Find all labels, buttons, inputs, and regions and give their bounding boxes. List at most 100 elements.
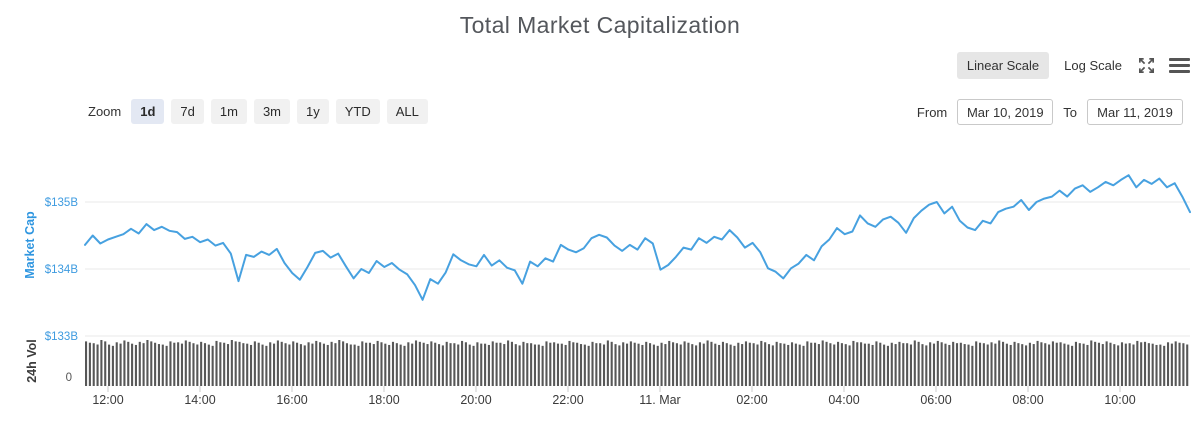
volume-bar <box>326 344 329 386</box>
market-cap-ytick-label: $135B <box>45 197 79 209</box>
volume-bar <box>203 343 207 386</box>
volume-bar <box>491 341 494 386</box>
volume-bar <box>986 344 989 386</box>
scale-toggle: Linear Scale Log Scale <box>956 52 1190 79</box>
volume-bar <box>292 341 295 386</box>
range-button-ALL[interactable]: ALL <box>386 99 428 124</box>
volume-bar <box>856 342 859 386</box>
volume-bar <box>833 344 836 386</box>
volume-bar <box>1090 340 1093 386</box>
volume-bar <box>196 344 199 386</box>
volume-bar <box>1117 345 1120 386</box>
range-button-1y[interactable]: 1y <box>297 99 329 124</box>
volume-bar <box>737 342 740 386</box>
volume-bar <box>349 344 352 386</box>
volume-bar <box>967 344 970 386</box>
volume-bar <box>587 345 590 386</box>
market-cap-line <box>84 174 1191 301</box>
log-scale-button[interactable]: Log Scale <box>1064 58 1122 73</box>
volume-bar <box>810 342 813 386</box>
volume-bar <box>395 343 398 386</box>
volume-bar <box>307 342 310 386</box>
volume-bar <box>748 342 751 386</box>
volume-bar <box>698 342 701 386</box>
volume-bar <box>464 342 467 386</box>
volume-bar <box>242 343 245 386</box>
expand-arrows-icon[interactable] <box>1137 56 1156 75</box>
volume-bar <box>518 345 521 386</box>
volume-bar <box>1067 344 1070 386</box>
hamburger-menu-icon[interactable] <box>1169 57 1190 74</box>
x-axis-label: 16:00 <box>276 393 307 407</box>
volume-bar <box>338 340 341 386</box>
volume-bar <box>1017 343 1020 386</box>
volume-bar <box>108 344 111 386</box>
volume-bar <box>718 344 721 386</box>
volume-bar <box>556 343 560 386</box>
volume-bar <box>641 344 644 386</box>
volume-bar <box>894 344 897 386</box>
volume-bar <box>978 342 982 386</box>
range-button-7d[interactable]: 7d <box>171 99 204 124</box>
volume-bar <box>299 344 302 386</box>
market-cap-ytick-label: $134B <box>45 264 79 276</box>
volume-bar <box>982 343 985 386</box>
volume-bar <box>391 341 395 386</box>
range-button-1d[interactable]: 1d <box>131 99 165 124</box>
x-axis-label: 22:00 <box>552 393 583 407</box>
volume-bar <box>92 343 95 386</box>
volume-bar <box>480 343 483 386</box>
volume-bar <box>1028 342 1031 386</box>
volume-bar <box>422 342 425 386</box>
volume-bar <box>806 341 809 386</box>
volume-bar <box>219 342 222 386</box>
from-date-input[interactable] <box>957 99 1054 125</box>
range-button-YTD[interactable]: YTD <box>335 99 380 124</box>
volume-bar <box>353 344 356 386</box>
volume-bar <box>1101 344 1104 386</box>
x-axis-label: 20:00 <box>460 393 491 407</box>
volume-bar <box>1048 344 1051 386</box>
volume-bar <box>246 343 249 386</box>
volume-bar <box>802 345 805 386</box>
volume-bar <box>764 342 767 386</box>
volume-bar <box>1178 342 1181 386</box>
volume-bar <box>1151 343 1154 386</box>
volume-bar <box>1147 343 1150 386</box>
volume-bar <box>522 341 525 386</box>
volume-bar <box>1002 341 1005 386</box>
volume-bar <box>414 340 418 386</box>
volume-bar <box>837 341 840 386</box>
volume-bar <box>131 343 134 386</box>
linear-scale-button[interactable]: Linear Scale <box>956 52 1050 79</box>
volume-bar <box>284 343 287 386</box>
volume-bar <box>955 343 959 386</box>
range-button-3m[interactable]: 3m <box>253 99 290 124</box>
volume-bar <box>388 344 391 386</box>
x-axis-label: 11. Mar <box>639 393 680 407</box>
volume-bar <box>223 342 226 386</box>
volume-bar <box>510 341 513 386</box>
volume-bar <box>1166 342 1170 386</box>
volume-bar <box>867 343 870 386</box>
volume-bar <box>1005 343 1008 386</box>
volume-bar <box>886 345 889 386</box>
to-date-input[interactable] <box>1087 99 1183 125</box>
volume-bar <box>629 341 632 386</box>
range-button-1m[interactable]: 1m <box>210 99 247 124</box>
x-axis-label: 02:00 <box>736 393 767 407</box>
volume-bar <box>917 341 920 386</box>
volume-bar <box>706 340 709 386</box>
volume-bar <box>138 341 141 386</box>
volume-bar <box>767 344 771 386</box>
volume-bar <box>315 340 318 386</box>
volume-bar <box>622 342 625 386</box>
volume-bar <box>261 344 264 386</box>
volume-bar <box>453 343 456 386</box>
volume-bar <box>714 343 717 386</box>
volume-bar <box>790 342 794 386</box>
volume-ytick-label: 0 <box>66 372 72 384</box>
volume-bar <box>319 342 322 386</box>
volume-bar <box>1044 343 1047 386</box>
